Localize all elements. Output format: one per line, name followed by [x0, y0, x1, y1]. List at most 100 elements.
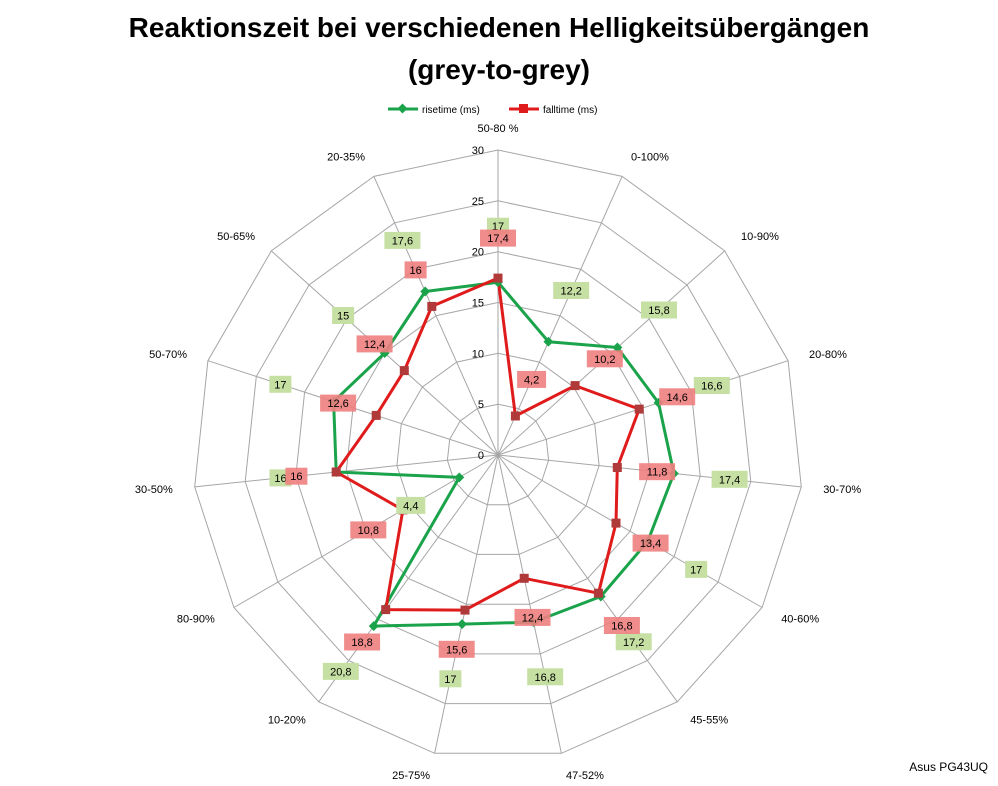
- data-label-text: 20,8: [330, 666, 351, 678]
- radial-axis-ticks: 0 5 10 15 20 25 30: [472, 145, 484, 462]
- data-label-box: [320, 394, 357, 412]
- chart-title-line2: (grey-to-grey): [407, 54, 590, 85]
- category-label: 25-75%: [392, 770, 430, 782]
- falltime-data-label: 15,6: [438, 640, 475, 658]
- risetime-data-label: 12,2: [553, 282, 590, 299]
- data-label-box: [659, 388, 696, 406]
- data-label-box: [639, 463, 676, 481]
- risetime-data-label: 16,8: [527, 668, 564, 686]
- risetime-data-label: 17: [685, 560, 708, 578]
- falltime-data-label: 4,2: [517, 370, 547, 388]
- data-label-text: 16,8: [534, 672, 555, 684]
- tick-label: 0: [478, 450, 484, 462]
- category-label: 47-52%: [566, 770, 604, 782]
- tick-label: 5: [478, 399, 484, 411]
- risetime-data-label: 16,6: [693, 377, 730, 394]
- category-label: 50-70%: [149, 349, 187, 361]
- legend-rise-marker: [397, 103, 408, 114]
- data-label-box: [615, 633, 652, 651]
- data-label-text: 17,6: [392, 235, 413, 247]
- data-label-text: 17,2: [623, 637, 644, 649]
- tick-label: 20: [472, 247, 484, 259]
- risetime-point: [543, 336, 554, 347]
- falltime-data-label: 10,8: [350, 521, 387, 539]
- grid-ring: [194, 149, 802, 754]
- data-label-text: 14,6: [666, 392, 687, 404]
- falltime-point: [427, 301, 437, 311]
- falltime-point: [460, 605, 470, 615]
- category-label: 10-90%: [741, 231, 779, 243]
- data-label-box: [693, 377, 730, 394]
- data-label-box: [711, 470, 748, 488]
- grid-spoke: [497, 176, 623, 456]
- grid-ring: [244, 200, 752, 705]
- falltime-point: [510, 411, 520, 421]
- category-label: 30-70%: [823, 484, 861, 496]
- data-label-text: 10,8: [358, 525, 379, 537]
- data-label-box: [641, 301, 677, 319]
- category-label: 30-50%: [135, 484, 173, 496]
- category-label: 20-35%: [327, 151, 365, 163]
- grid-ring: [345, 301, 651, 605]
- data-label-text: 17: [274, 379, 286, 391]
- grid-spoke: [318, 454, 499, 703]
- data-label-text: 17: [690, 564, 702, 576]
- falltime-point: [593, 588, 603, 598]
- risetime-data-label: 15,8: [641, 301, 677, 319]
- category-label: 40-60%: [781, 614, 819, 626]
- falltime-data-label: 16: [404, 261, 427, 279]
- data-label-box: [356, 335, 393, 353]
- data-label-box: [384, 231, 421, 249]
- data-label-box: [517, 370, 547, 388]
- tick-label: 10: [472, 348, 484, 360]
- data-label-box: [527, 668, 564, 686]
- grid-spoke: [497, 454, 562, 754]
- data-label-text: 4,4: [403, 500, 418, 512]
- legend-fall-label: falltime (ms): [543, 105, 597, 116]
- data-label-text: 15,8: [648, 305, 669, 317]
- data-labels: 17 12,2 15,8 16,6 17,4 17 17,2 16,8 17 20,8 4,4 16 1…: [269, 217, 748, 688]
- series-layer: [328, 273, 679, 632]
- falltime-point: [634, 404, 644, 414]
- falltime-point: [381, 605, 391, 615]
- category-label: 45-55%: [690, 715, 728, 727]
- category-label: 50-65%: [217, 231, 255, 243]
- credit-label: Asus PG43UQ: [909, 760, 988, 774]
- grid-ring: [295, 251, 701, 655]
- data-label-box: [603, 617, 640, 634]
- legend-fall-marker: [519, 104, 528, 113]
- tick-label: 15: [472, 298, 484, 310]
- grid-ring: [446, 403, 550, 506]
- data-label-box: [344, 633, 381, 651]
- risetime-point: [454, 472, 465, 483]
- risetime-line: [332, 280, 676, 628]
- risetime-data-label: 15: [332, 307, 355, 324]
- data-label-text: 17: [444, 674, 456, 686]
- falltime-point: [371, 410, 381, 420]
- data-label-text: 16: [409, 265, 421, 277]
- data-label-text: 12,4: [364, 339, 385, 351]
- category-label: 0-100%: [631, 151, 669, 163]
- grid-spoke: [434, 454, 499, 754]
- falltime-line: [334, 276, 641, 612]
- falltime-point: [519, 573, 529, 583]
- data-label-box: [632, 534, 669, 552]
- category-label: 50-80 %: [478, 123, 519, 135]
- data-label-text: 16: [274, 473, 286, 485]
- falltime-data-label: 14,6: [659, 388, 696, 406]
- risetime-point: [457, 619, 468, 630]
- tick-label: 25: [472, 196, 484, 208]
- risetime-data-label: 17,6: [384, 231, 421, 249]
- data-label-text: 13,4: [640, 538, 661, 550]
- falltime-data-label: 12,4: [356, 335, 393, 353]
- data-label-box: [685, 560, 708, 578]
- legend-item-fall: falltime (ms): [509, 104, 597, 116]
- falltime-data-label: 12,6: [320, 394, 357, 412]
- data-label-text: 11,8: [647, 467, 668, 479]
- risetime-data-label: 20,8: [322, 662, 359, 680]
- falltime-point: [611, 518, 621, 528]
- falltime-data-label: 16,8: [603, 617, 640, 634]
- data-label-text: 18,8: [351, 637, 372, 649]
- data-label-box: [439, 670, 462, 688]
